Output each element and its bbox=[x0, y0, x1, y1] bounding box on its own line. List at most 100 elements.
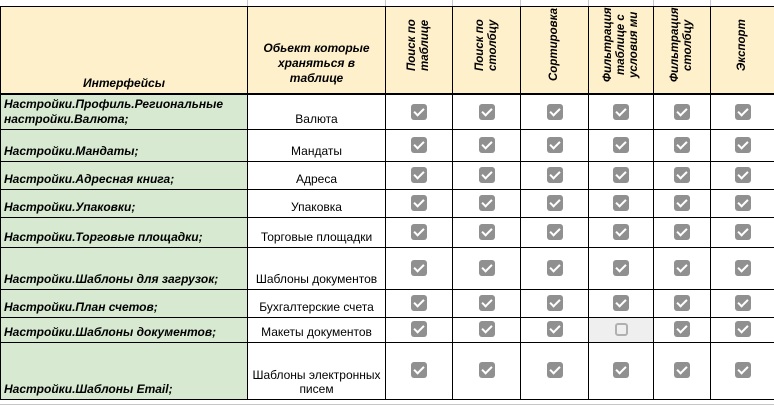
checkbox-checked-icon[interactable] bbox=[734, 321, 751, 338]
checkbox-cell bbox=[710, 216, 774, 248]
checkbox-checked-icon[interactable] bbox=[613, 103, 629, 120]
checkbox-checked-icon[interactable] bbox=[411, 362, 427, 379]
checkbox-checked-icon[interactable] bbox=[478, 321, 495, 338]
checkbox-checked-icon[interactable] bbox=[411, 294, 427, 311]
object-cell[interactable]: Упаковка bbox=[247, 188, 386, 218]
checkbox-checked-icon[interactable] bbox=[674, 136, 690, 153]
checkbox-checked-icon[interactable] bbox=[674, 166, 690, 183]
checkbox-checked-icon[interactable] bbox=[546, 166, 563, 183]
column-header-filter-table-conditions[interactable]: Фильтрация таблице с условия ми bbox=[588, 6, 654, 95]
gridline bbox=[452, 0, 453, 6]
column-header-filter-column[interactable]: Фильтрация столбцу bbox=[653, 6, 711, 95]
checkbox-cell bbox=[653, 341, 711, 400]
checkbox-checked-icon[interactable] bbox=[613, 223, 629, 240]
top-gridline-strip bbox=[0, 0, 774, 6]
checkbox-checked-icon[interactable] bbox=[613, 136, 629, 153]
checkbox-checked-icon[interactable] bbox=[613, 166, 629, 183]
checkbox-checked-icon[interactable] bbox=[613, 362, 629, 379]
column-header-export[interactable]: Экспорт bbox=[710, 6, 774, 95]
checkbox-cell bbox=[710, 246, 774, 290]
gridline bbox=[588, 0, 589, 6]
checkbox-checked-icon[interactable] bbox=[546, 321, 563, 338]
checkbox-checked-icon[interactable] bbox=[411, 321, 427, 338]
object-cell[interactable]: Шаблоны документов bbox=[247, 246, 386, 290]
checkbox-checked-icon[interactable] bbox=[613, 294, 629, 311]
checkbox-checked-icon[interactable] bbox=[411, 166, 427, 183]
table-row: Настройки.Упаковки; Упаковка bbox=[0, 188, 774, 218]
checkbox-cell bbox=[452, 341, 521, 400]
checkbox-checked-icon[interactable] bbox=[674, 259, 690, 276]
checkbox-checked-icon[interactable] bbox=[546, 362, 563, 379]
checkbox-checked-icon[interactable] bbox=[546, 136, 563, 153]
object-cell[interactable]: Торговые площадки bbox=[247, 216, 386, 248]
object-cell[interactable]: Адреса bbox=[247, 160, 386, 190]
checkbox-cell bbox=[385, 128, 453, 162]
checkbox-checked-icon[interactable] bbox=[411, 136, 427, 153]
column-header-search-column[interactable]: Поиск по столбцу bbox=[452, 6, 521, 95]
object-cell[interactable]: Макеты документов bbox=[247, 316, 386, 343]
checkbox-checked-icon[interactable] bbox=[546, 103, 563, 120]
interface-cell[interactable]: Настройки.Упаковки; bbox=[0, 188, 248, 218]
checkbox-cell bbox=[520, 216, 589, 248]
column-header-object[interactable]: Обьект которые храняться в таблице bbox=[247, 6, 386, 95]
checkbox-cell bbox=[588, 246, 654, 290]
checkbox-checked-icon[interactable] bbox=[411, 194, 427, 211]
checkbox-checked-icon[interactable] bbox=[478, 103, 495, 120]
checkbox-checked-icon[interactable] bbox=[411, 223, 427, 240]
object-cell[interactable]: Шаблоны электронных писем bbox=[247, 341, 386, 400]
checkbox-checked-icon[interactable] bbox=[734, 362, 751, 379]
checkbox-checked-icon[interactable] bbox=[734, 103, 751, 120]
object-cell[interactable]: Мандаты bbox=[247, 128, 386, 162]
checkbox-checked-icon[interactable] bbox=[546, 223, 563, 240]
interface-cell[interactable]: Настройки.Профиль.Региональные настройки… bbox=[0, 93, 248, 130]
checkbox-cell bbox=[588, 128, 654, 162]
checkbox-checked-icon[interactable] bbox=[734, 136, 751, 153]
checkbox-checked-icon[interactable] bbox=[734, 166, 751, 183]
checkbox-checked-icon[interactable] bbox=[546, 294, 563, 311]
interface-cell[interactable]: Настройки.Адресная книга; bbox=[0, 160, 248, 190]
checkbox-checked-icon[interactable] bbox=[674, 194, 690, 211]
interface-cell[interactable]: Настройки.Шаблоны документов; bbox=[0, 316, 248, 343]
checkbox-unchecked-icon[interactable] bbox=[614, 322, 628, 336]
object-cell[interactable]: Валюта bbox=[247, 93, 386, 130]
checkbox-checked-icon[interactable] bbox=[478, 166, 495, 183]
checkbox-checked-icon[interactable] bbox=[613, 194, 629, 211]
checkbox-checked-icon[interactable] bbox=[546, 259, 563, 276]
table-row: Настройки.Шаблоны Email; Шаблоны электрон… bbox=[0, 341, 774, 400]
checkbox-checked-icon[interactable] bbox=[478, 194, 495, 211]
checkbox-checked-icon[interactable] bbox=[613, 259, 629, 276]
interface-cell[interactable]: Настройки.Шаблоны Email; bbox=[0, 341, 248, 400]
interface-cell[interactable]: Настройки.Шаблоны для загрузок; bbox=[0, 246, 248, 290]
checkbox-checked-icon[interactable] bbox=[674, 294, 690, 311]
column-header-search-table[interactable]: Поиск по таблице bbox=[385, 6, 453, 95]
checkbox-checked-icon[interactable] bbox=[478, 223, 495, 240]
column-header-interfaces[interactable]: Интерфейсы bbox=[0, 6, 248, 95]
gridline bbox=[710, 0, 711, 6]
checkbox-cell bbox=[520, 288, 589, 318]
checkbox-checked-icon[interactable] bbox=[734, 223, 751, 240]
checkbox-checked-icon[interactable] bbox=[734, 294, 751, 311]
column-header-filter-table-conditions-label: Фильтрация таблице с условия ми bbox=[601, 7, 640, 83]
checkbox-checked-icon[interactable] bbox=[674, 223, 690, 240]
interface-cell[interactable]: Настройки.Мандаты; bbox=[0, 128, 248, 162]
interface-cell[interactable]: Настройки.Торговые площадки; bbox=[0, 216, 248, 248]
checkbox-cell bbox=[452, 128, 521, 162]
checkbox-checked-icon[interactable] bbox=[546, 194, 563, 211]
checkbox-checked-icon[interactable] bbox=[478, 294, 495, 311]
object-cell[interactable]: Бухгалтерские счета bbox=[247, 288, 386, 318]
gridline bbox=[653, 0, 654, 6]
column-header-sorting[interactable]: Сортировка bbox=[520, 6, 589, 95]
interface-cell[interactable]: Настройки.План счетов; bbox=[0, 288, 248, 318]
checkbox-checked-icon[interactable] bbox=[674, 103, 690, 120]
checkbox-checked-icon[interactable] bbox=[478, 259, 495, 276]
checkbox-checked-icon[interactable] bbox=[411, 103, 427, 120]
checkbox-checked-icon[interactable] bbox=[734, 259, 751, 276]
checkbox-checked-icon[interactable] bbox=[478, 362, 495, 379]
checkbox-checked-icon[interactable] bbox=[674, 362, 690, 379]
checkbox-checked-icon[interactable] bbox=[674, 321, 690, 338]
checkbox-checked-icon[interactable] bbox=[411, 259, 427, 276]
table-row: Настройки.Торговые площадки; Торговые пло… bbox=[0, 216, 774, 248]
checkbox-checked-icon[interactable] bbox=[734, 194, 751, 211]
checkbox-checked-icon[interactable] bbox=[478, 136, 495, 153]
header-row: Интерфейсы Обьект которые храняться в та… bbox=[0, 6, 774, 95]
